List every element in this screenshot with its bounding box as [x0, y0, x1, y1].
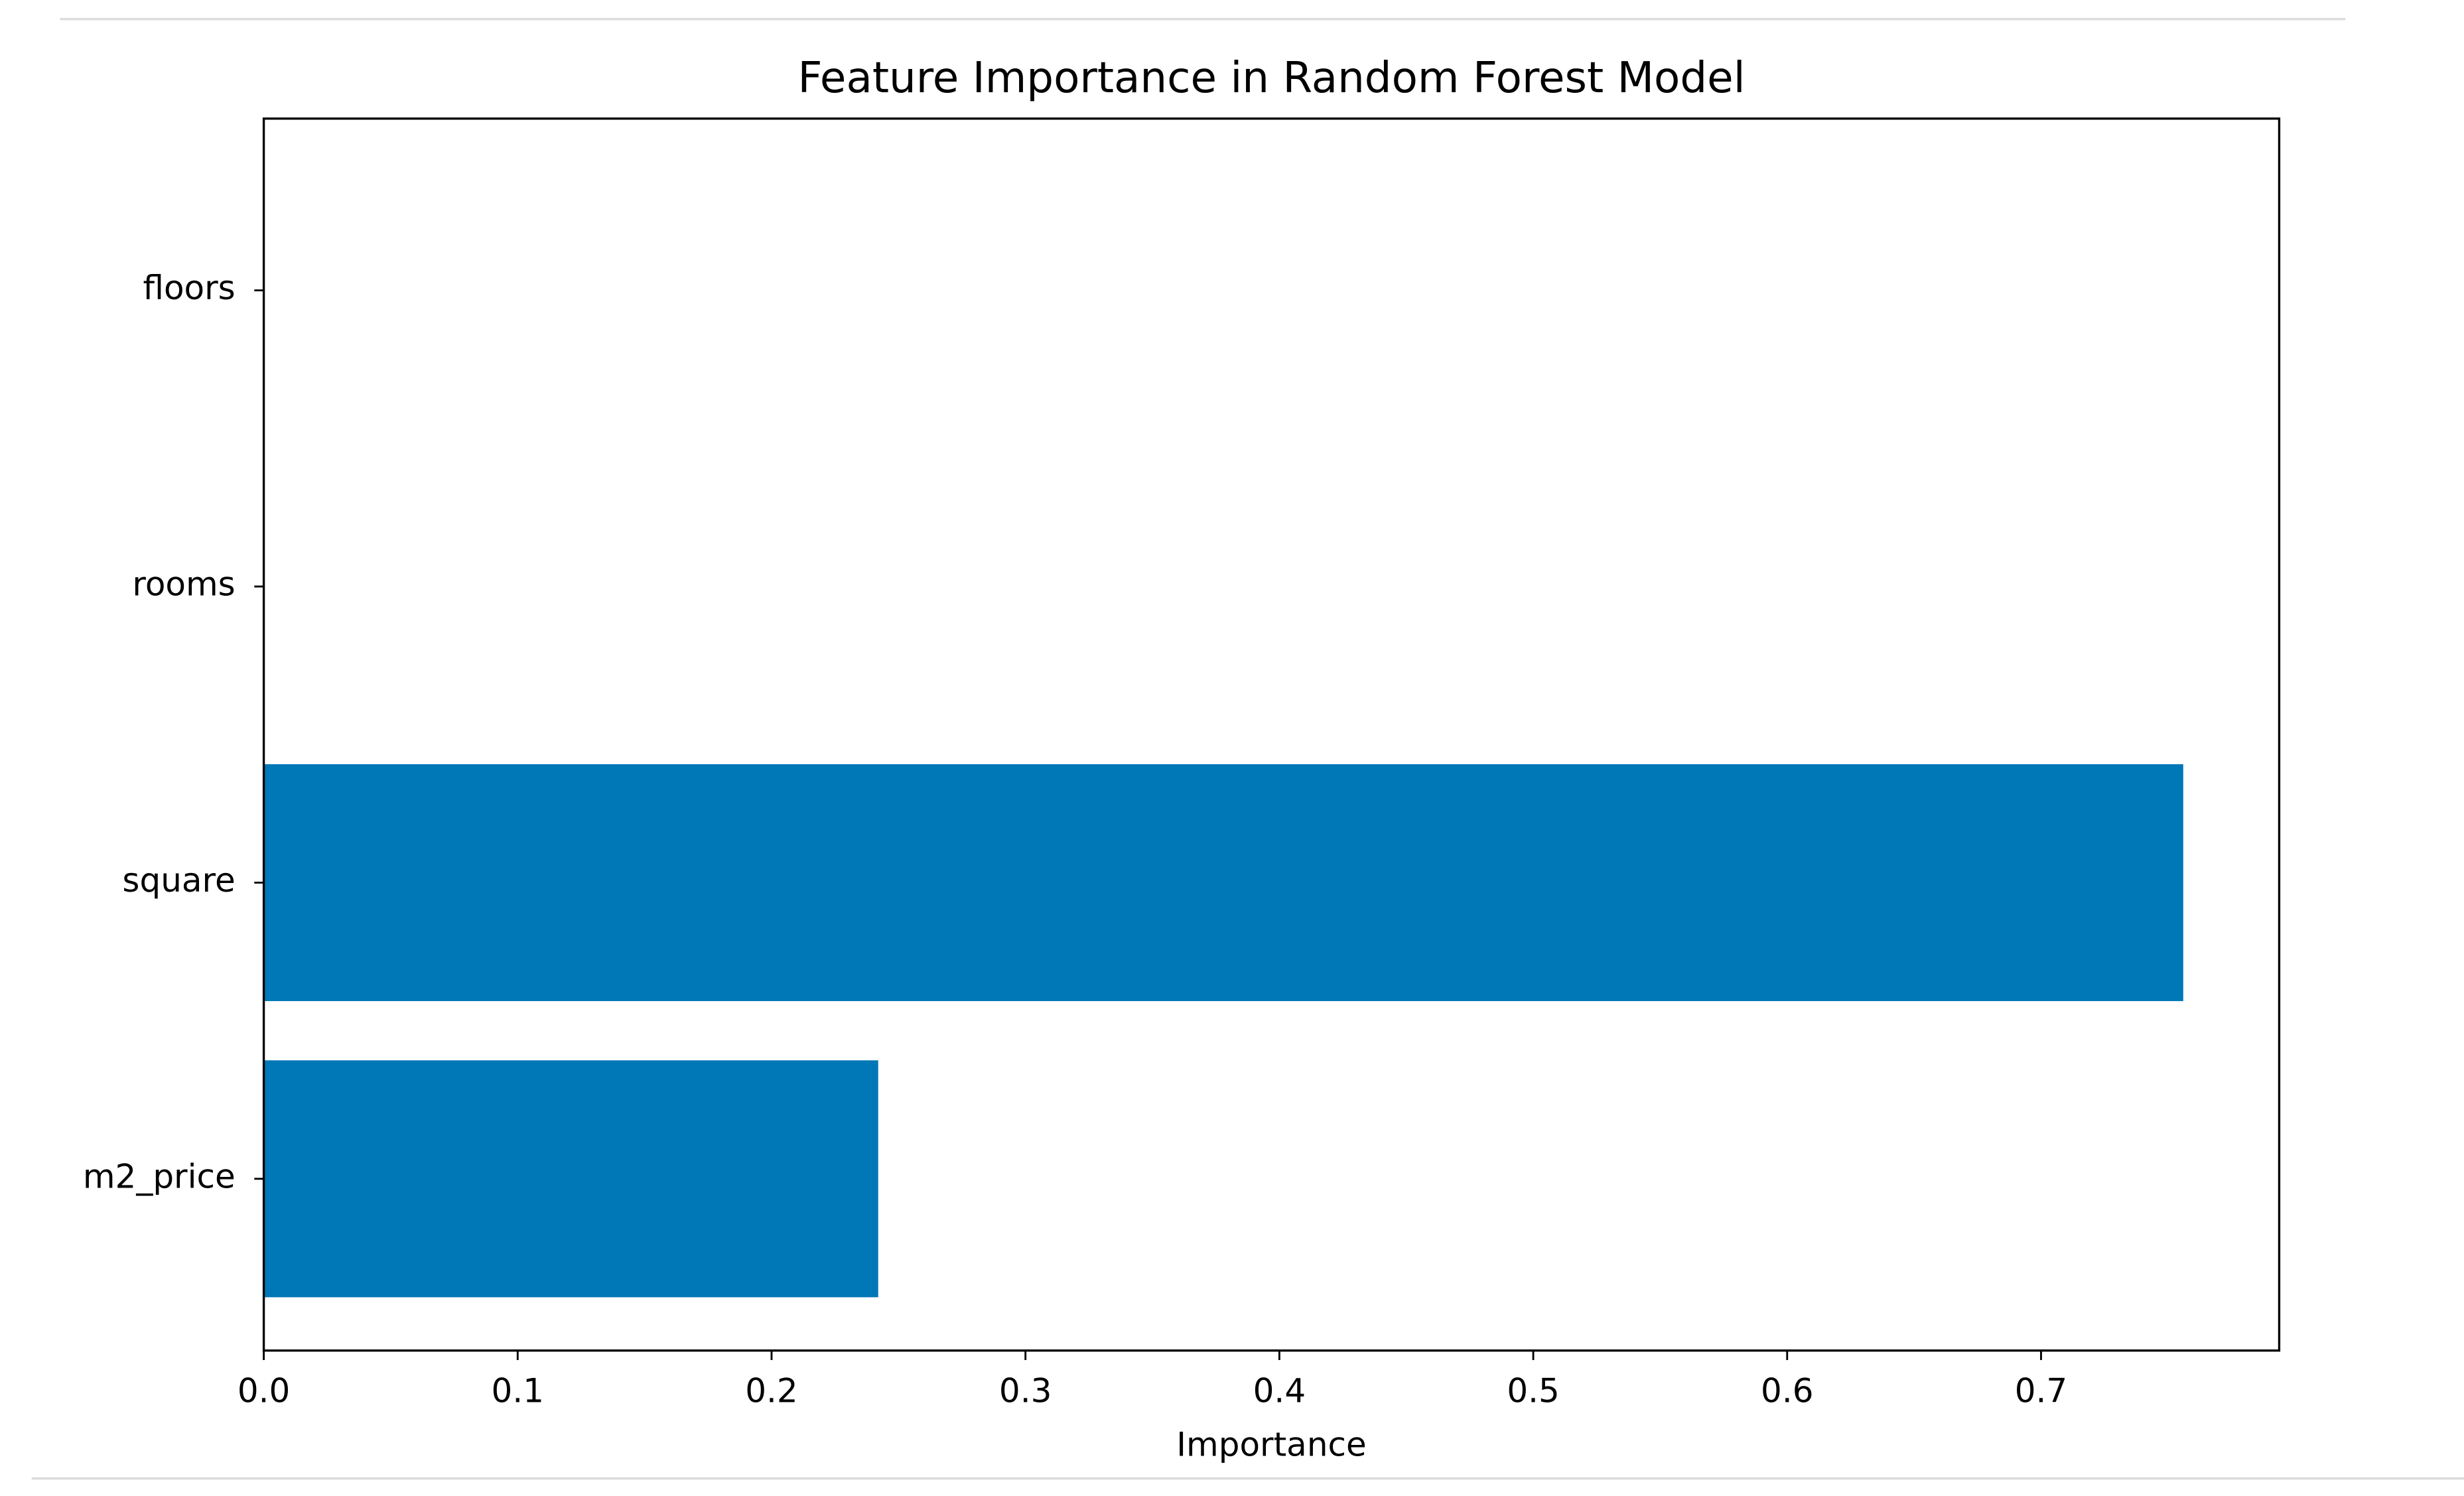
x-tick-label: 0.3 — [999, 1372, 1052, 1410]
x-axis-label: Importance — [1176, 1425, 1366, 1463]
plot-frame — [262, 117, 2281, 1352]
x-tick-label: 0.2 — [745, 1372, 798, 1410]
y-tick-label: m2_price — [83, 1157, 236, 1195]
y-tick-label: square — [122, 861, 235, 900]
x-tick-label: 0.1 — [492, 1372, 545, 1410]
x-tick-label: 0.5 — [1507, 1372, 1560, 1410]
x-tick-label: 0.0 — [238, 1372, 291, 1410]
y-tick-label: rooms — [132, 565, 235, 604]
x-tick-label: 0.4 — [1253, 1372, 1306, 1410]
x-tick-label: 0.7 — [2015, 1372, 2068, 1410]
chart-title: Feature Importance in Random Forest Mode… — [797, 53, 1745, 103]
x-tick-label: 0.6 — [1761, 1372, 1814, 1410]
bar — [263, 1060, 878, 1298]
bar — [263, 764, 2183, 1002]
y-tick-label: floors — [143, 269, 235, 307]
